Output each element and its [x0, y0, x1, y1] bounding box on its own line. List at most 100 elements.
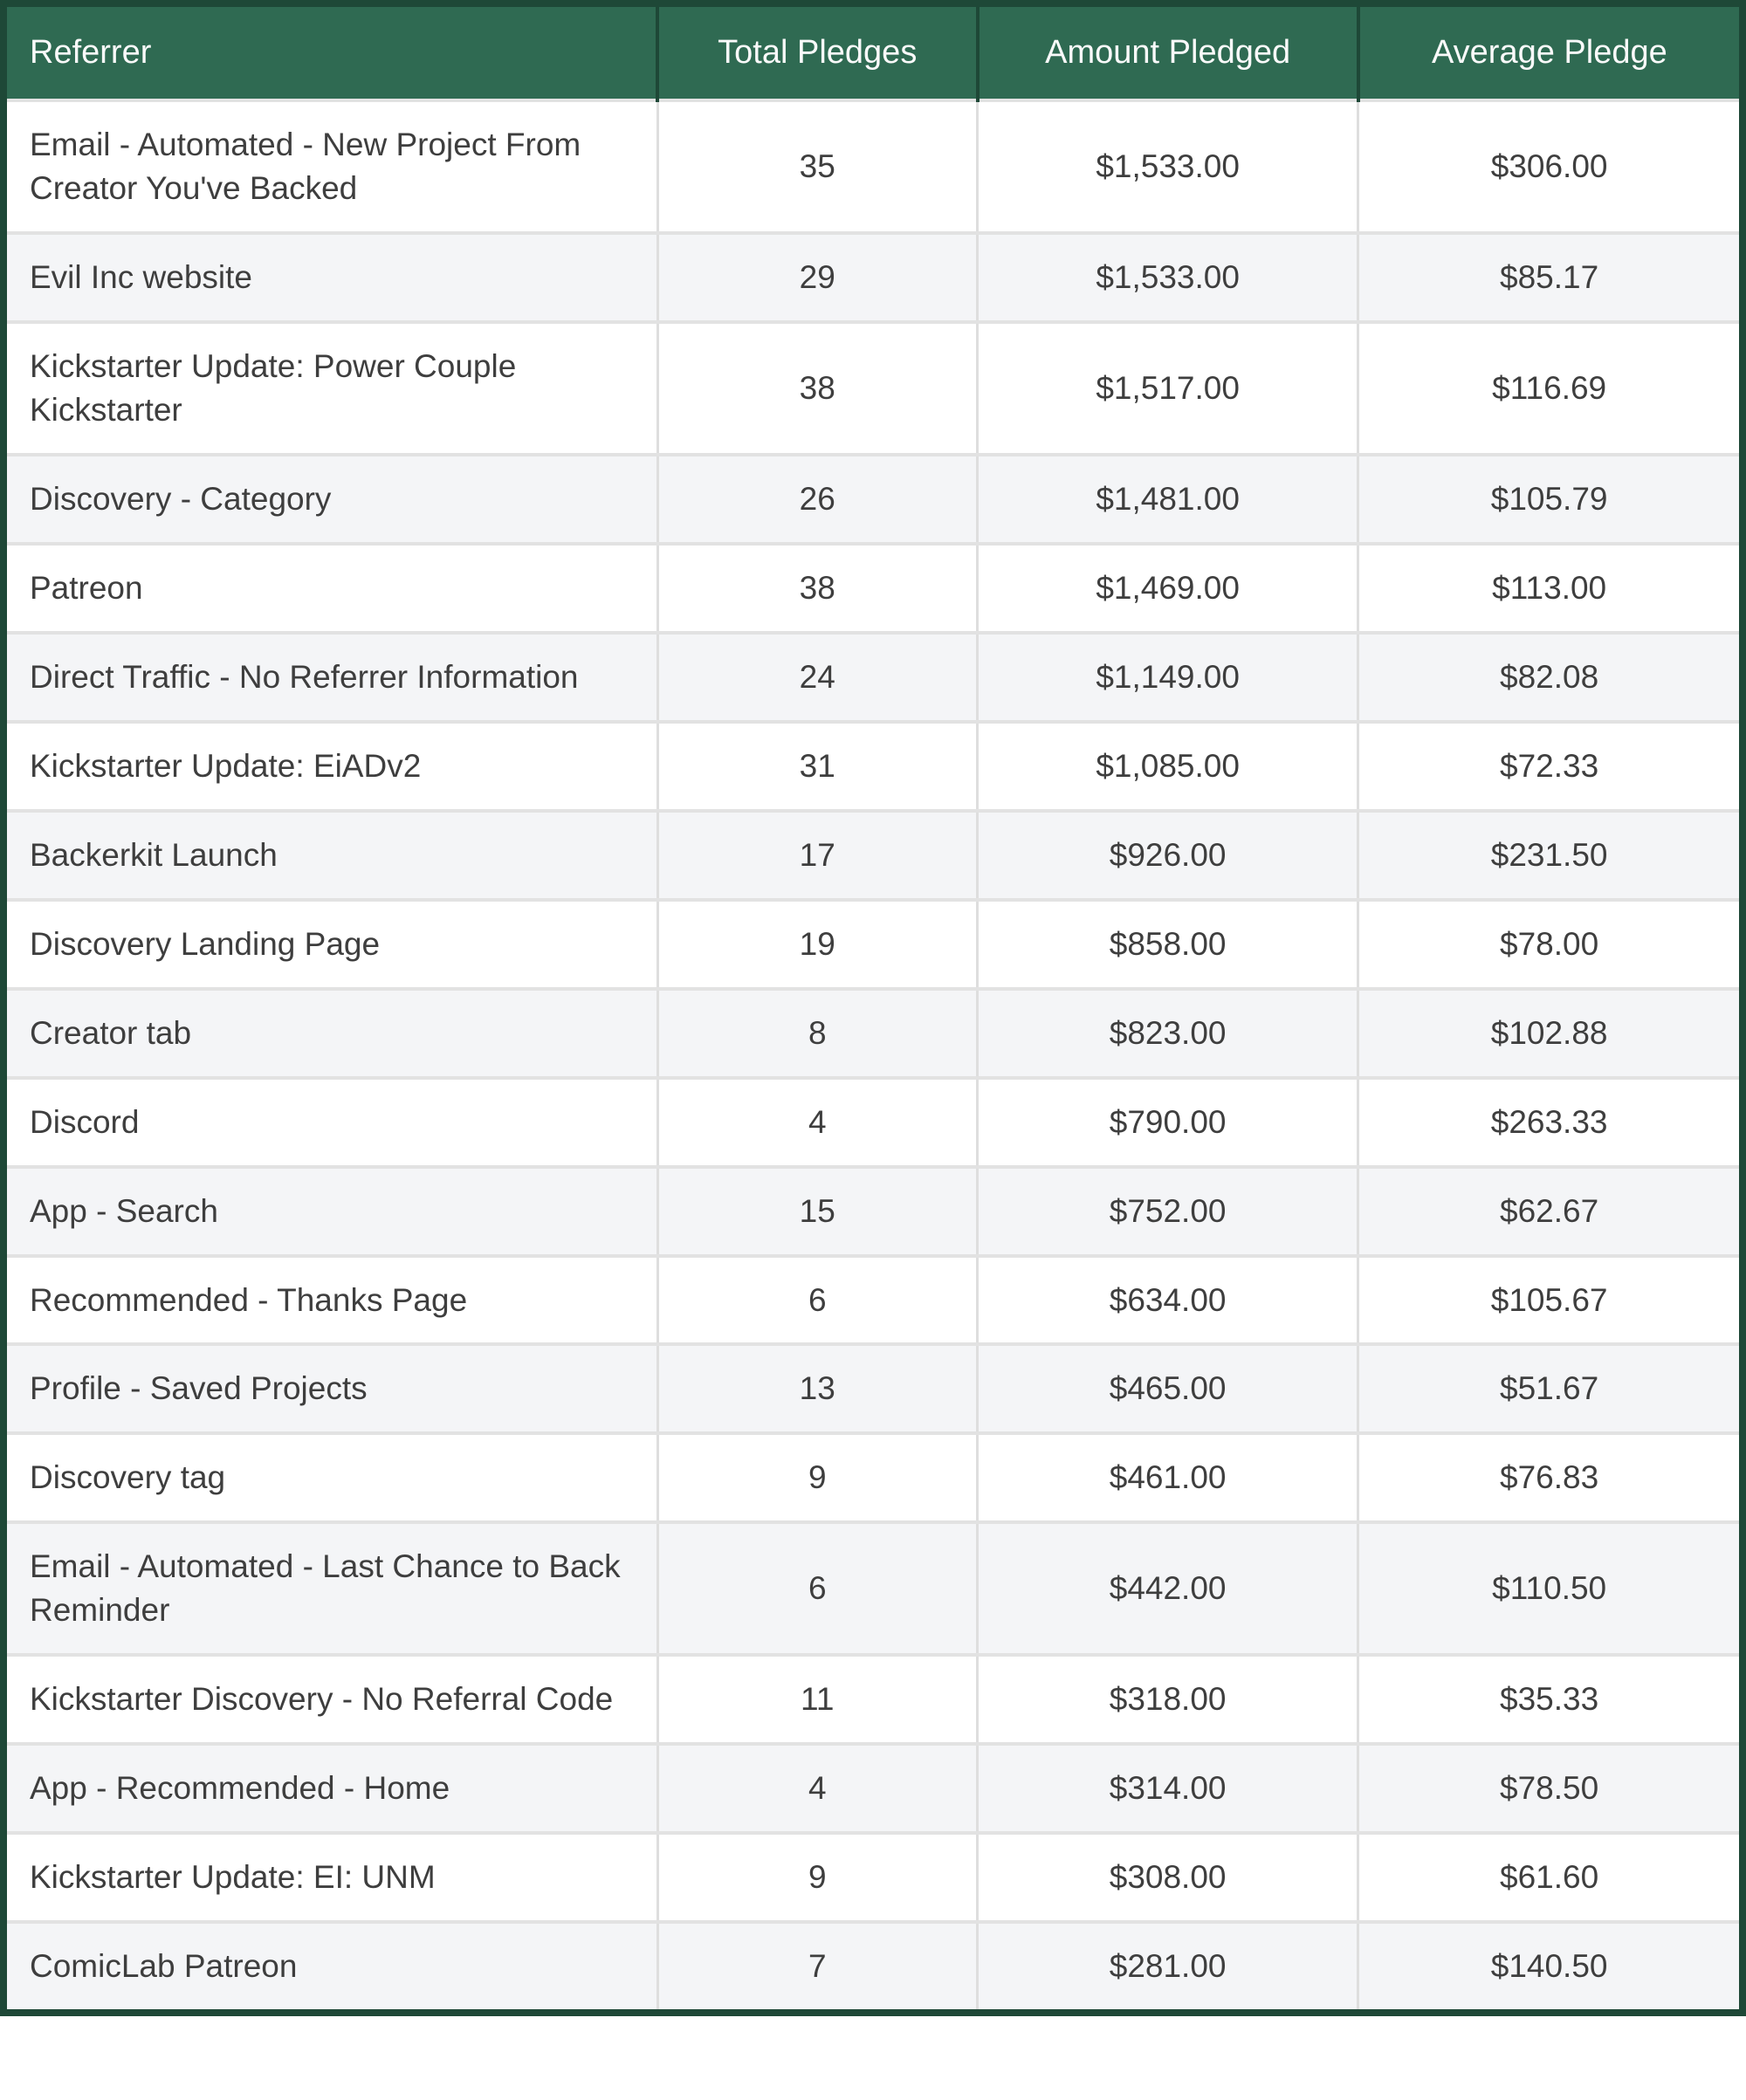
cell-referrer: Email - Automated - New Project From Cre… — [3, 99, 659, 234]
cell-average-pledge: $76.83 — [1358, 1431, 1743, 1523]
table-row: Discord 4 $790.00 $263.33 — [3, 1075, 1743, 1167]
cell-amount-pledged: $1,469.00 — [977, 542, 1360, 633]
cell-total-pledges: 6 — [657, 1253, 980, 1345]
cell-average-pledge: $231.50 — [1358, 808, 1743, 900]
cell-total-pledges: 4 — [657, 1742, 980, 1834]
table-row: Profile - Saved Projects 13 $465.00 $51.67 — [3, 1342, 1743, 1434]
cell-average-pledge: $62.67 — [1358, 1164, 1743, 1256]
cell-average-pledge: $51.67 — [1358, 1342, 1743, 1434]
column-header-amount-pledged: Amount Pledged — [977, 3, 1360, 101]
cell-referrer: Creator tab — [3, 986, 659, 1078]
cell-amount-pledged: $442.00 — [977, 1520, 1360, 1656]
cell-total-pledges: 15 — [657, 1164, 980, 1256]
cell-average-pledge: $116.69 — [1358, 320, 1743, 456]
table-row: Email - Automated - New Project From Cre… — [3, 99, 1743, 234]
table-row: Kickstarter Discovery - No Referral Code… — [3, 1653, 1743, 1745]
cell-referrer: Discovery Landing Page — [3, 897, 659, 989]
cell-amount-pledged: $1,085.00 — [977, 719, 1360, 811]
cell-total-pledges: 17 — [657, 808, 980, 900]
cell-amount-pledged: $281.00 — [977, 1920, 1360, 2013]
cell-average-pledge: $113.00 — [1358, 542, 1743, 633]
cell-total-pledges: 26 — [657, 453, 980, 545]
header-row: Referrer Total Pledges Amount Pledged Av… — [3, 3, 1743, 101]
cell-amount-pledged: $790.00 — [977, 1075, 1360, 1167]
table-row: Recommended - Thanks Page 6 $634.00 $105.67 — [3, 1253, 1743, 1345]
cell-total-pledges: 9 — [657, 1431, 980, 1523]
table-row: Email - Automated - Last Chance to Back … — [3, 1520, 1743, 1656]
cell-amount-pledged: $752.00 — [977, 1164, 1360, 1256]
table-row: Kickstarter Update: EI: UNM 9 $308.00 $61.6… — [3, 1831, 1743, 1923]
cell-amount-pledged: $314.00 — [977, 1742, 1360, 1834]
cell-total-pledges: 9 — [657, 1831, 980, 1923]
referrer-stats-page: Referrer Total Pledges Amount Pledged Av… — [0, 0, 1746, 2016]
cell-referrer: Discord — [3, 1075, 659, 1167]
table-row: Backerkit Launch 17 $926.00 $231.50 — [3, 808, 1743, 900]
cell-total-pledges: 24 — [657, 630, 980, 722]
cell-amount-pledged: $1,517.00 — [977, 320, 1360, 456]
cell-amount-pledged: $1,481.00 — [977, 453, 1360, 545]
cell-amount-pledged: $858.00 — [977, 897, 1360, 989]
cell-average-pledge: $102.88 — [1358, 986, 1743, 1078]
cell-average-pledge: $105.79 — [1358, 453, 1743, 545]
cell-amount-pledged: $823.00 — [977, 986, 1360, 1078]
cell-average-pledge: $263.33 — [1358, 1075, 1743, 1167]
cell-total-pledges: 31 — [657, 719, 980, 811]
cell-total-pledges: 38 — [657, 542, 980, 633]
table-row: App - Recommended - Home 4 $314.00 $78.50 — [3, 1742, 1743, 1834]
cell-amount-pledged: $308.00 — [977, 1831, 1360, 1923]
cell-referrer: App - Recommended - Home — [3, 1742, 659, 1834]
cell-average-pledge: $78.50 — [1358, 1742, 1743, 1834]
cell-referrer: Patreon — [3, 542, 659, 633]
table-row: Creator tab 8 $823.00 $102.88 — [3, 986, 1743, 1078]
cell-amount-pledged: $926.00 — [977, 808, 1360, 900]
cell-total-pledges: 19 — [657, 897, 980, 989]
column-header-total-pledges: Total Pledges — [657, 3, 980, 101]
cell-referrer: Evil Inc website — [3, 231, 659, 323]
table-row: ComicLab Patreon 7 $281.00 $140.50 — [3, 1920, 1743, 2013]
table-body: Email - Automated - New Project From Cre… — [3, 99, 1743, 2013]
cell-amount-pledged: $1,533.00 — [977, 99, 1360, 234]
cell-average-pledge: $82.08 — [1358, 630, 1743, 722]
cell-average-pledge: $72.33 — [1358, 719, 1743, 811]
table-row: Discovery tag 9 $461.00 $76.83 — [3, 1431, 1743, 1523]
table-row: Evil Inc website 29 $1,533.00 $85.17 — [3, 231, 1743, 323]
table-row: Patreon 38 $1,469.00 $113.00 — [3, 542, 1743, 633]
cell-total-pledges: 8 — [657, 986, 980, 1078]
cell-amount-pledged: $1,533.00 — [977, 231, 1360, 323]
cell-referrer: Recommended - Thanks Page — [3, 1253, 659, 1345]
cell-total-pledges: 13 — [657, 1342, 980, 1434]
cell-referrer: App - Search — [3, 1164, 659, 1256]
cell-total-pledges: 6 — [657, 1520, 980, 1656]
cell-total-pledges: 11 — [657, 1653, 980, 1745]
cell-average-pledge: $110.50 — [1358, 1520, 1743, 1656]
cell-referrer: Email - Automated - Last Chance to Back … — [3, 1520, 659, 1656]
cell-referrer: Discovery tag — [3, 1431, 659, 1523]
cell-total-pledges: 7 — [657, 1920, 980, 2013]
cell-referrer: Kickstarter Update: Power Couple Kicksta… — [3, 320, 659, 456]
cell-average-pledge: $140.50 — [1358, 1920, 1743, 2013]
cell-amount-pledged: $634.00 — [977, 1253, 1360, 1345]
cell-amount-pledged: $461.00 — [977, 1431, 1360, 1523]
table-row: Discovery Landing Page 19 $858.00 $78.00 — [3, 897, 1743, 989]
cell-average-pledge: $61.60 — [1358, 1831, 1743, 1923]
table-row: Direct Traffic - No Referrer Information… — [3, 630, 1743, 722]
cell-amount-pledged: $1,149.00 — [977, 630, 1360, 722]
cell-total-pledges: 29 — [657, 231, 980, 323]
cell-average-pledge: $78.00 — [1358, 897, 1743, 989]
referrer-table: Referrer Total Pledges Amount Pledged Av… — [0, 0, 1746, 2016]
table-row: App - Search 15 $752.00 $62.67 — [3, 1164, 1743, 1256]
cell-referrer: Kickstarter Update: EI: UNM — [3, 1831, 659, 1923]
cell-referrer: Kickstarter Update: EiADv2 — [3, 719, 659, 811]
cell-referrer: Discovery - Category — [3, 453, 659, 545]
cell-referrer: Kickstarter Discovery - No Referral Code — [3, 1653, 659, 1745]
cell-referrer: Profile - Saved Projects — [3, 1342, 659, 1434]
table-row: Discovery - Category 26 $1,481.00 $105.79 — [3, 453, 1743, 545]
cell-average-pledge: $35.33 — [1358, 1653, 1743, 1745]
column-header-referrer: Referrer — [3, 3, 659, 101]
cell-average-pledge: $105.67 — [1358, 1253, 1743, 1345]
cell-total-pledges: 35 — [657, 99, 980, 234]
cell-total-pledges: 38 — [657, 320, 980, 456]
cell-average-pledge: $85.17 — [1358, 231, 1743, 323]
table-row: Kickstarter Update: Power Couple Kicksta… — [3, 320, 1743, 456]
cell-amount-pledged: $318.00 — [977, 1653, 1360, 1745]
